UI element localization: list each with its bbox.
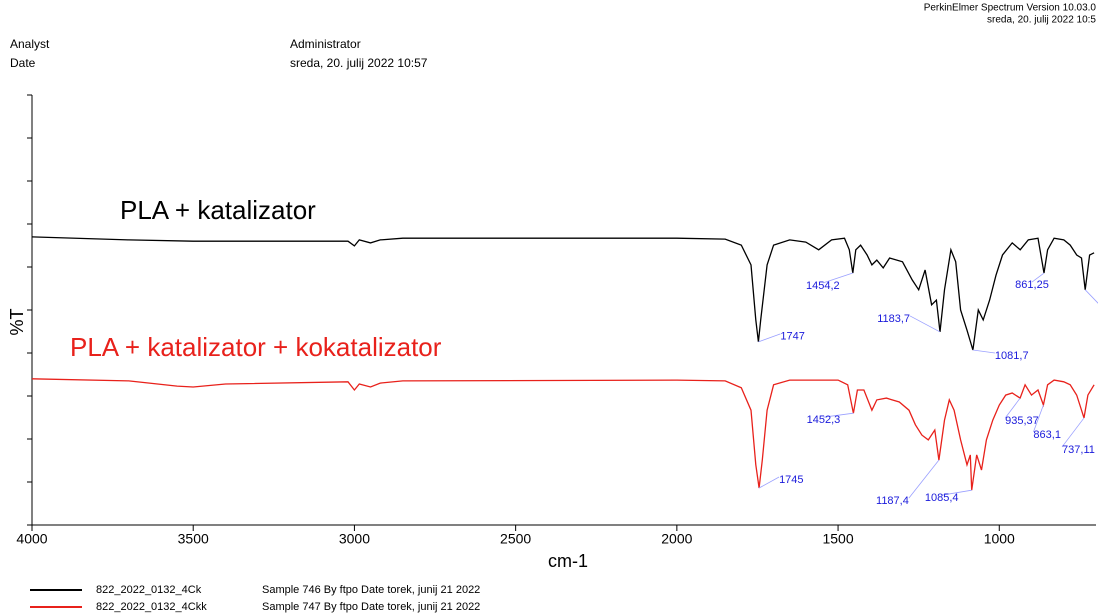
peak-label: 1081,7: [995, 350, 1029, 362]
peak-leader: [1084, 289, 1098, 304]
peak-label: 737,11: [1062, 444, 1095, 456]
x-tick-label: 3000: [339, 531, 370, 547]
y-axis-label: %T: [7, 308, 27, 335]
peak-leader: [908, 459, 940, 499]
peak-label: 1085,4: [925, 492, 959, 504]
date: sreda, 20. julij 2022 10:57: [290, 56, 428, 70]
peak-leader: [758, 476, 780, 489]
legend-name: 822_2022_0132_4Ck: [96, 584, 202, 596]
x-tick-label: 1500: [822, 531, 853, 547]
peak-leader: [909, 315, 941, 333]
x-tick-label: 3500: [178, 531, 209, 547]
peak-leader: [941, 489, 972, 496]
peak-leader: [758, 333, 781, 343]
x-tick-label: 2000: [661, 531, 692, 547]
peak-leader: [1031, 272, 1045, 283]
legend-description: Sample 746 By ftpo Date torek, junij 21 …: [262, 584, 480, 596]
peak-label: 1187,4: [876, 495, 909, 507]
legend-description: Sample 747 By ftpo Date torek, junij 21 …: [262, 601, 480, 613]
series-title: PLA + katalizator: [120, 195, 316, 225]
legend-name: 822_2022_0132_4Ckk: [96, 601, 207, 613]
peak-leader: [972, 349, 995, 354]
peak-leader: [1004, 397, 1021, 419]
peak-label: 1452,3: [807, 414, 841, 426]
peak-leader: [823, 412, 854, 418]
peak-label: 1183,7: [877, 313, 910, 325]
x-tick-label: 2500: [500, 531, 531, 547]
spectrum-line: [31, 378, 1095, 491]
peak-leader: [1061, 417, 1085, 448]
series-title: PLA + katalizator + kokatalizator: [70, 332, 442, 362]
peak-leader: [1033, 404, 1044, 433]
spectrum-line: [31, 236, 1095, 351]
peak-leader: [822, 272, 853, 284]
peak-label: 935,37: [1005, 415, 1039, 427]
peak-label: 1454,2: [806, 280, 840, 292]
x-tick-label: 1000: [984, 531, 1015, 547]
peak-label: 1747: [780, 331, 804, 343]
x-tick-label: 4000: [16, 531, 47, 547]
analyst: Administrator: [290, 37, 361, 51]
analyst-label: Analyst: [10, 37, 50, 51]
peak-label: 1745: [779, 474, 803, 486]
date-label: Date: [10, 56, 36, 70]
peak-label: 861,25: [1015, 279, 1049, 291]
software: PerkinElmer Spectrum Version 10.03.0: [924, 3, 1097, 14]
x-axis-label: cm-1: [548, 551, 588, 571]
software-date: sreda, 20. julij 2022 10:5: [987, 15, 1096, 26]
peak-label: 863,1: [1033, 429, 1061, 441]
